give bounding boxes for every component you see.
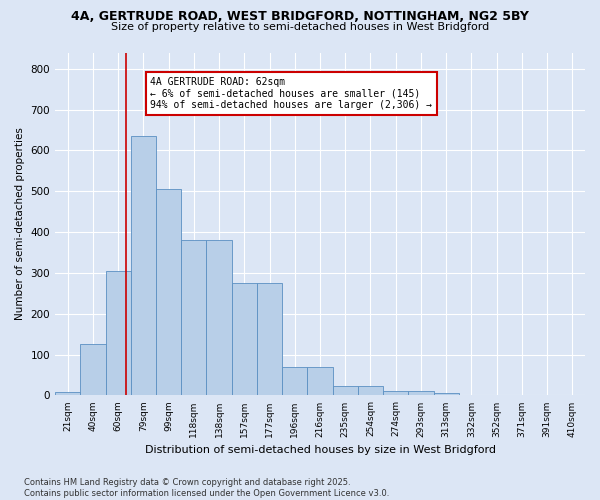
Bar bbox=[434, 394, 459, 396]
Bar bbox=[307, 367, 332, 396]
Bar bbox=[257, 283, 282, 396]
Bar bbox=[232, 283, 257, 396]
Y-axis label: Number of semi-detached properties: Number of semi-detached properties bbox=[15, 128, 25, 320]
Bar bbox=[80, 344, 106, 396]
Text: 4A GERTRUDE ROAD: 62sqm
← 6% of semi-detached houses are smaller (145)
94% of se: 4A GERTRUDE ROAD: 62sqm ← 6% of semi-det… bbox=[151, 76, 433, 110]
Text: 4A, GERTRUDE ROAD, WEST BRIDGFORD, NOTTINGHAM, NG2 5BY: 4A, GERTRUDE ROAD, WEST BRIDGFORD, NOTTI… bbox=[71, 10, 529, 23]
Text: Contains HM Land Registry data © Crown copyright and database right 2025.
Contai: Contains HM Land Registry data © Crown c… bbox=[24, 478, 389, 498]
Bar bbox=[358, 386, 383, 396]
Bar bbox=[383, 392, 409, 396]
X-axis label: Distribution of semi-detached houses by size in West Bridgford: Distribution of semi-detached houses by … bbox=[145, 445, 496, 455]
Bar bbox=[484, 394, 509, 396]
Bar bbox=[459, 394, 484, 396]
Bar bbox=[282, 367, 307, 396]
Bar bbox=[156, 190, 181, 396]
Bar bbox=[206, 240, 232, 396]
Bar bbox=[409, 392, 434, 396]
Bar bbox=[181, 240, 206, 396]
Bar bbox=[106, 271, 131, 396]
Bar bbox=[332, 386, 358, 396]
Bar bbox=[55, 392, 80, 396]
Text: Size of property relative to semi-detached houses in West Bridgford: Size of property relative to semi-detach… bbox=[111, 22, 489, 32]
Bar bbox=[131, 136, 156, 396]
